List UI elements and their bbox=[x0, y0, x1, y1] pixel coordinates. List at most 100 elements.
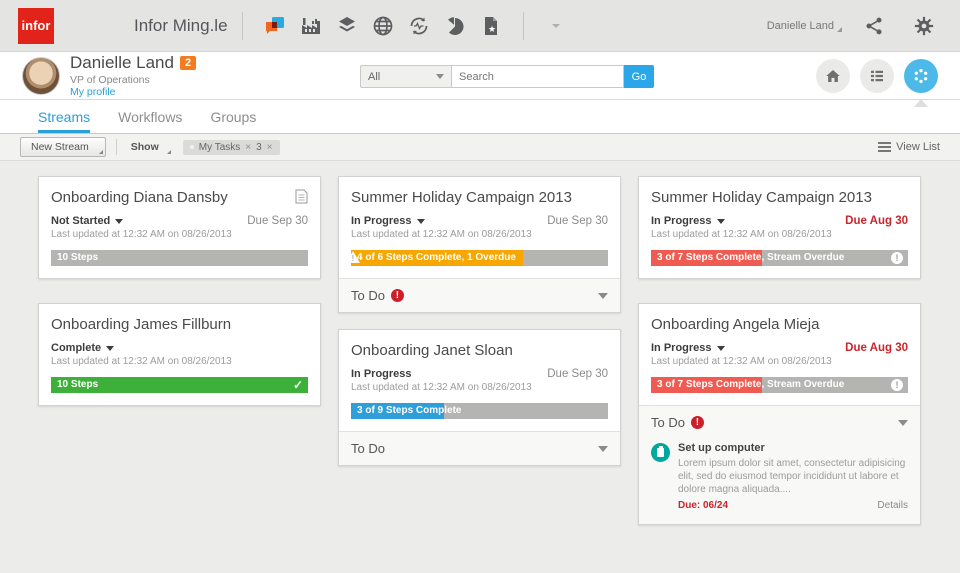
due-date-overdue: Due Aug 30 bbox=[845, 215, 908, 227]
document-star-icon[interactable]: ★ bbox=[479, 14, 503, 38]
layers-icon[interactable] bbox=[335, 14, 359, 38]
stream-card[interactable]: Onboarding Janet Sloan In Progress Due S… bbox=[338, 329, 621, 466]
status-label: In Progress bbox=[651, 342, 712, 354]
task-details-link[interactable]: Details bbox=[877, 500, 908, 512]
chevron-down-icon bbox=[598, 445, 608, 452]
list-view-button[interactable] bbox=[860, 58, 894, 93]
status-label: Complete bbox=[51, 342, 102, 354]
todo-section-toggle[interactable]: To Do bbox=[339, 431, 620, 465]
user-menu-label: Danielle Land bbox=[766, 19, 834, 32]
apps-chevron-icon[interactable] bbox=[544, 14, 568, 38]
divider bbox=[115, 139, 117, 155]
due-date: Due Sep 30 bbox=[547, 215, 608, 227]
last-updated: Last updated at 12:32 AM on 08/26/2013 bbox=[351, 229, 532, 240]
check-icon: ✓ bbox=[292, 378, 303, 392]
progress-fill bbox=[351, 250, 524, 266]
stream-card[interactable]: Onboarding James Fillburn Complete Last … bbox=[38, 303, 321, 406]
filter-chip-my-tasks[interactable]: My Tasks × 3 × bbox=[182, 139, 280, 155]
due-date: Due Sep 30 bbox=[547, 368, 608, 380]
progress-label: 3 of 9 Steps Complete bbox=[357, 405, 462, 416]
chevron-down-icon bbox=[716, 218, 725, 224]
view-list-button[interactable]: View List bbox=[878, 141, 940, 153]
svg-text:★: ★ bbox=[488, 24, 496, 34]
search-go-button[interactable]: Go bbox=[624, 65, 654, 88]
todo-label: To Do bbox=[651, 415, 685, 430]
sync-icon[interactable] bbox=[407, 14, 431, 38]
alert-icon: ! bbox=[690, 416, 704, 429]
todo-label: To Do bbox=[351, 288, 385, 303]
streams-community-button[interactable] bbox=[904, 58, 938, 107]
progress-bar: 10 Steps bbox=[51, 250, 308, 266]
new-stream-button[interactable]: New Stream bbox=[20, 137, 106, 157]
progress-fill bbox=[351, 403, 444, 419]
active-section-notch bbox=[914, 98, 928, 107]
card-title: Summer Holiday Campaign 2013 bbox=[651, 189, 872, 206]
settings-gear-icon[interactable] bbox=[912, 14, 936, 38]
stream-card[interactable]: Summer Holiday Campaign 2013 In Progress… bbox=[638, 176, 921, 279]
progress-label: 3 of 7 Steps Complete, Stream Overdue bbox=[657, 252, 845, 263]
last-updated: Last updated at 12:32 AM on 08/26/2013 bbox=[51, 356, 232, 367]
tab-streams[interactable]: Streams bbox=[38, 109, 91, 133]
show-filter-button[interactable]: Show bbox=[127, 138, 173, 156]
my-profile-link[interactable]: My profile bbox=[70, 85, 116, 98]
stream-card[interactable]: Onboarding Angela Mieja In Progress Due … bbox=[638, 303, 921, 526]
progress-label: 10 Steps bbox=[57, 379, 99, 390]
todo-section-toggle[interactable]: To Do ! bbox=[639, 405, 920, 439]
overdue-icon: ! bbox=[891, 379, 903, 391]
status-dropdown[interactable]: In Progress bbox=[651, 215, 725, 227]
app-title: Infor Ming.le bbox=[134, 15, 228, 35]
factory-icon[interactable] bbox=[299, 14, 323, 38]
card-title: Onboarding Diana Dansby bbox=[51, 189, 228, 206]
new-stream-label: New Stream bbox=[31, 141, 89, 153]
status-dropdown[interactable]: Not Started bbox=[51, 215, 124, 227]
stream-toolbar: New Stream Show My Tasks × 3 × View List bbox=[0, 134, 960, 161]
document-icon[interactable] bbox=[295, 189, 308, 209]
status-dropdown[interactable]: Complete bbox=[51, 342, 115, 354]
last-updated: Last updated at 12:32 AM on 08/26/2013 bbox=[351, 382, 532, 393]
chevron-down-icon bbox=[598, 292, 608, 299]
notification-badge[interactable]: 2 bbox=[179, 55, 197, 71]
progress-bar: 3 of 7 Steps Complete, Stream Overdue ! bbox=[651, 377, 908, 393]
status-label: In Progress bbox=[651, 215, 712, 227]
globe-icon[interactable] bbox=[371, 14, 395, 38]
last-updated: Last updated at 12:32 AM on 08/26/2013 bbox=[651, 229, 832, 240]
tag-hole-icon bbox=[189, 145, 194, 149]
search-category-value: All bbox=[368, 70, 381, 83]
tab-groups[interactable]: Groups bbox=[210, 109, 257, 125]
card-title: Onboarding Angela Mieja bbox=[651, 316, 820, 333]
home-button[interactable] bbox=[816, 58, 850, 93]
progress-fill bbox=[651, 250, 762, 266]
search-bar: All Go bbox=[360, 65, 654, 88]
user-menu[interactable]: Danielle Land bbox=[767, 20, 842, 32]
stream-card[interactable]: Summer Holiday Campaign 2013 In Progress… bbox=[338, 176, 621, 313]
infor-logo[interactable]: infor bbox=[18, 7, 54, 44]
search-category-select[interactable]: All bbox=[360, 65, 452, 88]
status-dropdown[interactable]: In Progress bbox=[651, 342, 725, 354]
todo-task-item[interactable]: Set up computer Lorem ipsum dolor sit am… bbox=[639, 439, 920, 525]
todo-label: To Do bbox=[351, 441, 385, 456]
task-due-date: Due: 06/24 bbox=[678, 500, 729, 512]
card-title: Onboarding James Fillburn bbox=[51, 316, 232, 333]
remove-filter-icon[interactable]: × bbox=[266, 141, 273, 153]
top-header: infor Infor Ming.le bbox=[0, 0, 960, 52]
progress-fill bbox=[51, 250, 308, 266]
progress-bar: 3 of 9 Steps Complete bbox=[351, 403, 608, 419]
search-input[interactable] bbox=[452, 65, 624, 88]
status-dropdown[interactable]: In Progress bbox=[351, 215, 425, 227]
divider bbox=[241, 11, 243, 40]
task-description: Lorem ipsum dolor sit amet, consectetur … bbox=[678, 458, 906, 496]
status-label: Not Started bbox=[51, 215, 111, 227]
todo-section-toggle[interactable]: To Do ! bbox=[339, 278, 620, 312]
chevron-down-icon bbox=[115, 218, 124, 224]
pie-chart-icon[interactable] bbox=[443, 14, 467, 38]
status-label: In Progress bbox=[351, 215, 412, 227]
avatar[interactable] bbox=[22, 56, 60, 95]
stream-card[interactable]: Onboarding Diana Dansby Not Started Due … bbox=[38, 176, 321, 279]
progress-fill bbox=[51, 377, 308, 393]
tab-workflows[interactable]: Workflows bbox=[118, 109, 183, 125]
mingle-chat-icon[interactable] bbox=[263, 14, 287, 38]
share-icon[interactable] bbox=[862, 14, 886, 38]
remove-filter-icon[interactable]: × bbox=[245, 141, 252, 153]
profile-role: VP of Operations bbox=[70, 73, 150, 86]
dropdown-corner-icon bbox=[98, 150, 103, 154]
